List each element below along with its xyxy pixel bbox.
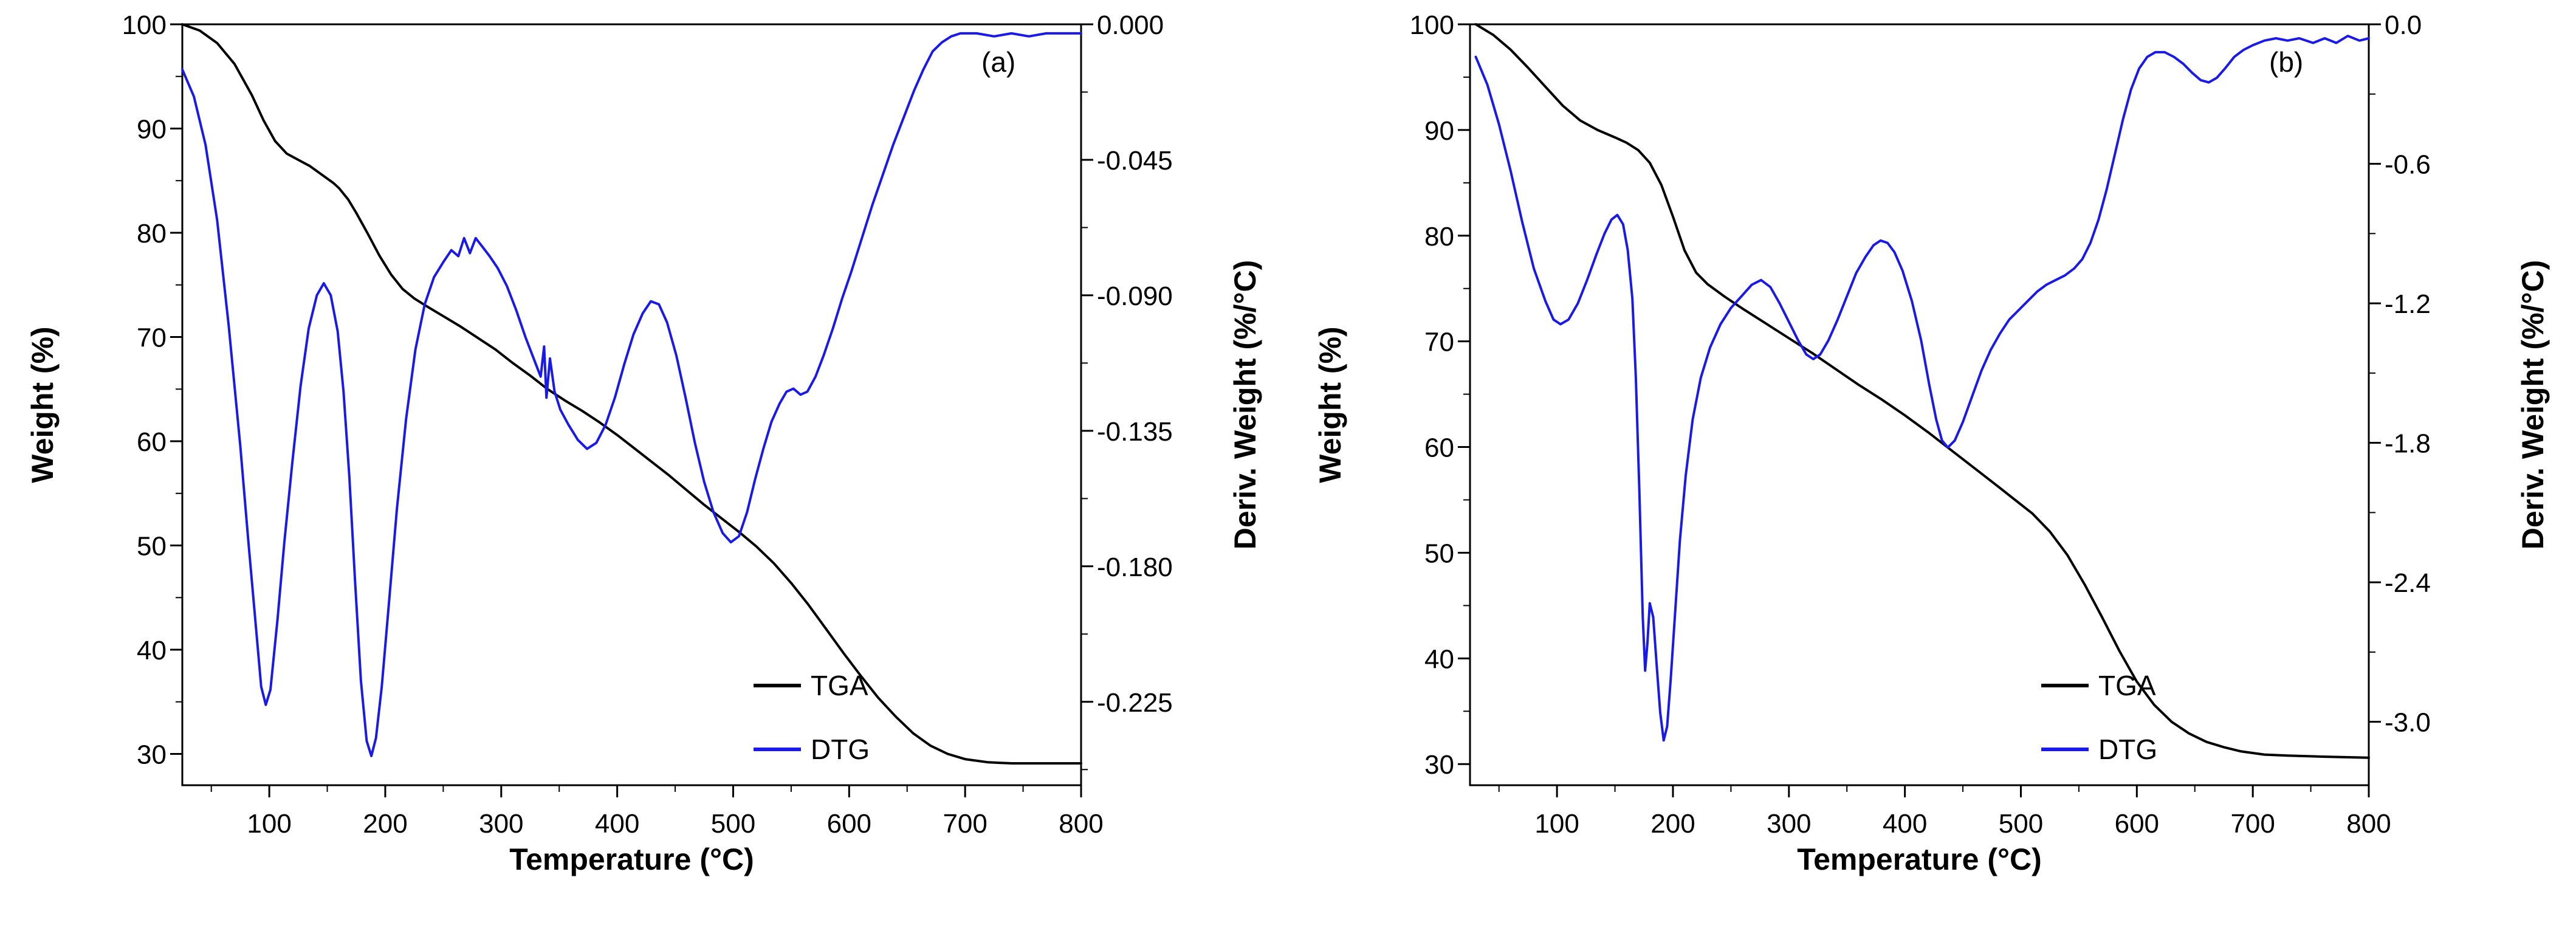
- dtg-curve: [181, 32, 1082, 757]
- y-left-tick-label: 80: [137, 219, 167, 249]
- x-tick-label: 400: [1883, 809, 1927, 839]
- y-right-tick-label: -0.090: [1097, 281, 1173, 311]
- tga-line-swatch: [2041, 683, 2089, 687]
- y-right-tick-label: -0.045: [1097, 146, 1173, 176]
- dtg-line-swatch: [754, 747, 801, 751]
- plot-border: [1469, 23, 2370, 786]
- y-left-tick-label: 90: [1424, 116, 1454, 146]
- y-left-tick-label: 90: [137, 115, 167, 145]
- legend-label-dtg: DTG: [2098, 733, 2158, 765]
- y-left-tick-label: 30: [1424, 750, 1454, 780]
- y-right-tick-label: -0.6: [2385, 150, 2431, 180]
- y-left-tick-label: 30: [137, 740, 167, 770]
- legend-item-dtg: DTG: [2041, 717, 2157, 781]
- x-tick-label: 100: [247, 809, 291, 839]
- dtg-line-swatch: [2041, 747, 2089, 751]
- x-tick-label: 200: [363, 809, 407, 839]
- tga-curve: [181, 23, 1082, 765]
- x-tick-label: 500: [1999, 809, 2043, 839]
- x-axis-title-a: Temperature (°C): [509, 842, 754, 876]
- x-tick-label: 500: [711, 809, 755, 839]
- y-left-tick-label: 60: [137, 427, 167, 457]
- plot-border: [181, 23, 1082, 786]
- x-tick-label: 700: [943, 809, 987, 839]
- right-axis-title-b: Deriv. Weight (%/°C): [2516, 260, 2550, 550]
- tga-line-swatch: [754, 683, 801, 687]
- x-tick-label: 600: [827, 809, 871, 839]
- y-right-tick-label: -2.4: [2385, 568, 2431, 598]
- y-left-tick-label: 60: [1424, 433, 1454, 463]
- left-axis-title-a: Weight (%): [26, 326, 60, 483]
- chart-b-canvas: 100 200 300 400 500 600 700 800 30 40 50 60 70 80 90 10…: [1410, 10, 2431, 839]
- y-left-tick-label: 40: [137, 636, 167, 665]
- panel-label-b: (b): [2269, 46, 2304, 78]
- x-tick-label: 200: [1650, 809, 1695, 839]
- tga-curve: [1474, 23, 2370, 759]
- y-right-tick-label: -0.225: [1097, 688, 1173, 718]
- y-left-tick-label: 50: [137, 532, 167, 562]
- legend-b: TGA DTG: [2041, 653, 2157, 781]
- y-right-tick-label: -0.180: [1097, 552, 1173, 582]
- x-tick-label: 100: [1534, 809, 1579, 839]
- x-tick-label: 300: [1767, 809, 1811, 839]
- legend-label-tga: TGA: [811, 669, 868, 701]
- legend-a: TGA DTG: [754, 653, 870, 781]
- legend-label-tga: TGA: [2098, 669, 2156, 701]
- panel-label-a: (a): [981, 46, 1016, 78]
- x-tick-label: 700: [2230, 809, 2275, 839]
- y-left-tick-label: 80: [1424, 222, 1454, 252]
- panel-b: 100 200 300 400 500 600 700 800 30 40 50 60 70 80 90 10…: [1288, 0, 2575, 925]
- y-left-tick-label: 70: [137, 323, 167, 353]
- dtg-curve: [1474, 35, 2370, 742]
- x-tick-label: 400: [595, 809, 639, 839]
- legend-label-dtg: DTG: [811, 733, 870, 765]
- y-left-tick-label: 100: [1410, 10, 1454, 40]
- y-right-tick-label: 0.000: [1097, 10, 1164, 40]
- right-axis-title-a: Deriv. Weight (%/°C): [1228, 260, 1262, 550]
- legend-item-tga: TGA: [754, 653, 870, 717]
- legend-item-dtg: DTG: [754, 717, 870, 781]
- panel-a: 100 200 300 400 500 600 700 800 30 40 50 60 70 80 90 10…: [26, 10, 1262, 876]
- x-tick-label: 800: [2346, 809, 2391, 839]
- y-left-tick-label: 100: [122, 10, 167, 40]
- x-axis-title-b: Temperature (°C): [1797, 842, 2042, 876]
- y-right-tick-label: -1.2: [2385, 289, 2431, 319]
- x-tick-label: 300: [479, 809, 523, 839]
- y-right-tick-label: -3.0: [2385, 708, 2431, 738]
- y-right-tick-label: -0.135: [1097, 417, 1173, 447]
- x-tick-label: 800: [1059, 809, 1103, 839]
- x-tick-label: 600: [2115, 809, 2159, 839]
- y-right-tick-label: 0.0: [2385, 10, 2422, 40]
- y-right-tick-label: -1.8: [2385, 429, 2431, 459]
- legend-item-tga: TGA: [2041, 653, 2157, 717]
- y-left-tick-label: 50: [1424, 538, 1454, 568]
- y-left-tick-label: 70: [1424, 328, 1454, 357]
- left-axis-title-b: Weight (%): [1313, 326, 1347, 483]
- y-left-tick-label: 40: [1424, 644, 1454, 674]
- chart-a-canvas: 100 200 300 400 500 600 700 800 30 40 50 60 70 80 90 10…: [122, 10, 1173, 839]
